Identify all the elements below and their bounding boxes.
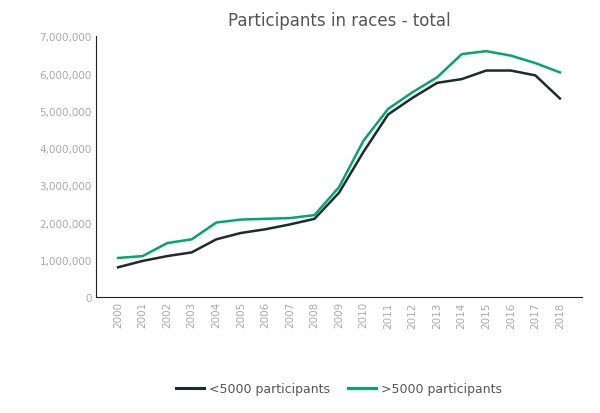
<5000 participants	[556, 97, 563, 102]
<5000 participants	[409, 96, 416, 101]
<5000 participants	[532, 74, 539, 79]
<5000 participants	[385, 113, 392, 118]
>5000 participants	[139, 254, 146, 259]
<5000 participants	[434, 81, 441, 86]
>5000 participants	[556, 71, 563, 76]
>5000 participants	[507, 54, 514, 59]
<5000 participants	[237, 231, 244, 236]
Line: >5000 participants: >5000 participants	[118, 52, 560, 259]
Line: <5000 participants: <5000 participants	[118, 71, 560, 268]
<5000 participants	[335, 191, 343, 196]
>5000 participants	[434, 76, 441, 81]
Title: Participants in races - total: Participants in races - total	[227, 12, 451, 30]
>5000 participants	[164, 241, 171, 246]
<5000 participants	[286, 222, 293, 227]
>5000 participants	[360, 139, 367, 144]
>5000 participants	[237, 218, 244, 223]
>5000 participants	[115, 256, 122, 261]
<5000 participants	[212, 237, 220, 242]
<5000 participants	[262, 227, 269, 232]
<5000 participants	[360, 150, 367, 155]
>5000 participants	[286, 216, 293, 221]
<5000 participants	[139, 259, 146, 264]
>5000 participants	[482, 50, 490, 55]
<5000 participants	[115, 265, 122, 270]
<5000 participants	[188, 250, 196, 255]
>5000 participants	[311, 213, 318, 218]
>5000 participants	[409, 90, 416, 95]
>5000 participants	[212, 221, 220, 225]
<5000 participants	[311, 217, 318, 222]
<5000 participants	[458, 78, 466, 83]
>5000 participants	[458, 52, 466, 57]
<5000 participants	[507, 69, 514, 74]
>5000 participants	[262, 217, 269, 222]
>5000 participants	[385, 107, 392, 112]
Legend: <5000 participants, >5000 participants: <5000 participants, >5000 participants	[171, 377, 507, 401]
>5000 participants	[335, 185, 343, 190]
>5000 participants	[532, 62, 539, 66]
<5000 participants	[164, 254, 171, 259]
>5000 participants	[188, 237, 196, 242]
<5000 participants	[482, 69, 490, 74]
